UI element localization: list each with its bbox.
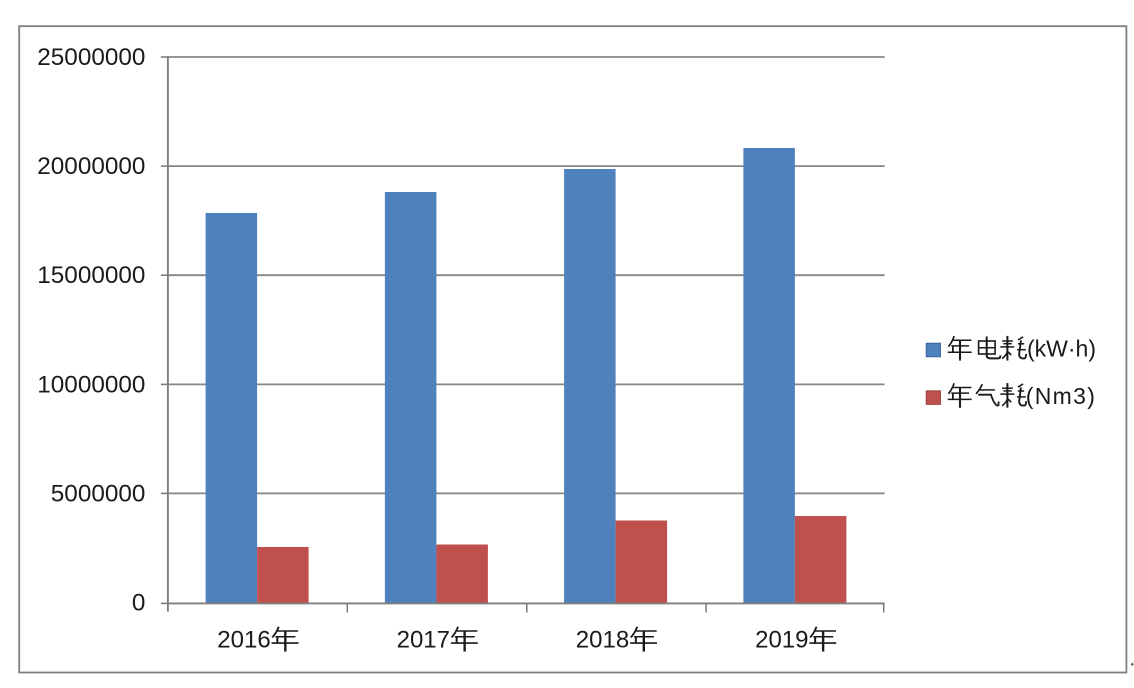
svg-text:0: 0 xyxy=(132,590,146,617)
svg-text:2018: 2018 xyxy=(576,627,629,654)
svg-text:5000000: 5000000 xyxy=(51,480,146,507)
svg-text:2016: 2016 xyxy=(217,627,270,654)
svg-text:10000000: 10000000 xyxy=(37,371,145,398)
svg-text:15000000: 15000000 xyxy=(37,262,145,289)
svg-text:(kW·h): (kW·h) xyxy=(1027,336,1096,362)
svg-text:(Nm3): (Nm3) xyxy=(1026,383,1096,409)
svg-text:2019: 2019 xyxy=(755,627,808,654)
svg-text:25000000: 25000000 xyxy=(37,44,145,71)
svg-text:20000000: 20000000 xyxy=(37,153,145,180)
svg-text:2017: 2017 xyxy=(397,627,450,654)
